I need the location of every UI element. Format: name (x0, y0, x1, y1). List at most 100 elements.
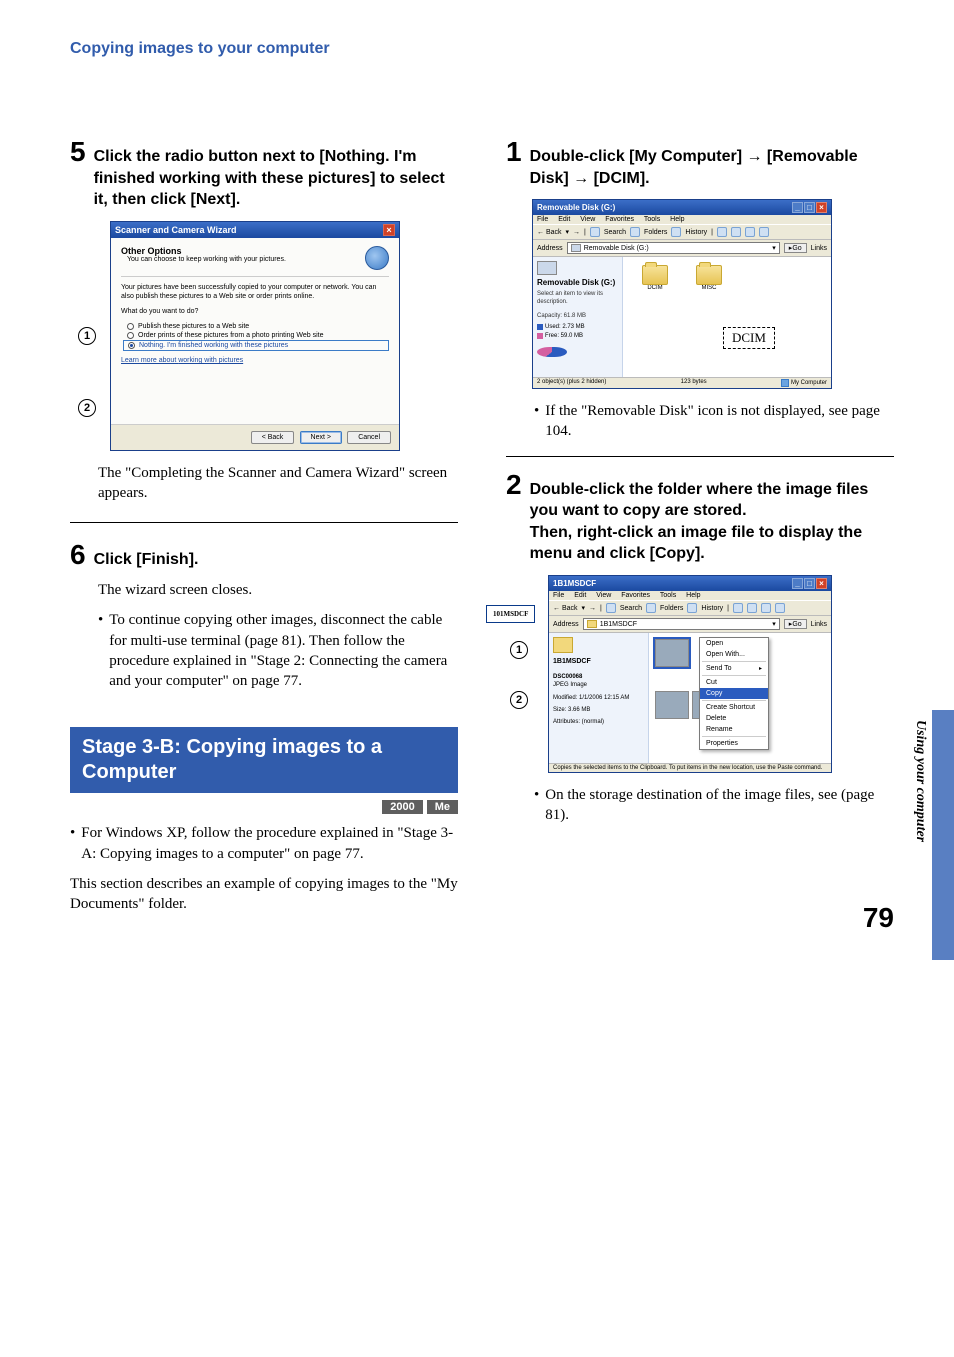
window-buttons: _□× (791, 202, 827, 213)
ctx-copy[interactable]: Copy (700, 688, 768, 699)
step-1-number: 1 (506, 138, 522, 166)
drive-icon (571, 244, 581, 252)
history-icon[interactable] (687, 603, 697, 613)
back-button[interactable]: ← Back (537, 229, 562, 236)
info-modified: Modified: 1/1/2006 12:15 AM (553, 694, 644, 702)
wizard-buttons: < Back Next > Cancel (111, 424, 399, 450)
radio-publish[interactable]: Publish these pictures to a Web site (121, 322, 389, 331)
os-tag-me: Me (427, 800, 458, 814)
ctx-create-shortcut[interactable]: Create Shortcut (700, 702, 768, 713)
tool-icon[interactable] (761, 603, 771, 613)
explorer-menubar: File Edit View Favorites Tools Help (533, 215, 831, 224)
learn-more-link[interactable]: Learn more about working with pictures (121, 357, 389, 364)
menu-edit[interactable]: Edit (558, 216, 570, 223)
step2-bullet: • On the storage destination of the imag… (534, 785, 894, 826)
ctx-cut[interactable]: Cut (700, 677, 768, 688)
minimize-icon[interactable]: _ (792, 578, 803, 589)
step-5: 5 Click the radio button next to [Nothin… (70, 138, 458, 211)
go-button[interactable]: ▸Go (784, 243, 807, 253)
menu-view[interactable]: View (580, 216, 595, 223)
step1-bullet-text: If the "Removable Disk" icon is not disp… (545, 401, 894, 442)
search-icon[interactable] (606, 603, 616, 613)
explorer-menubar: File Edit View Favorites Tools Help (549, 591, 831, 600)
menu-file[interactable]: File (537, 216, 548, 223)
folder-dcim[interactable]: DCIM (635, 265, 675, 291)
toolbar-folders[interactable]: Folders (660, 605, 683, 612)
menu-view[interactable]: View (596, 592, 611, 599)
tool-icon[interactable] (731, 227, 741, 237)
step6-p1: The wizard screen closes. (98, 580, 458, 600)
tool-icon[interactable] (745, 227, 755, 237)
menu-help[interactable]: Help (670, 216, 684, 223)
ctx-properties[interactable]: Properties (700, 738, 768, 749)
go-button[interactable]: ▸Go (784, 619, 807, 629)
close-icon[interactable]: × (383, 224, 395, 236)
radio-nothing[interactable]: Nothing. I'm finished working with these… (123, 340, 389, 351)
running-header: Copying images to your computer (70, 40, 894, 58)
toolbar-search[interactable]: Search (620, 605, 642, 612)
radio-order[interactable]: Order prints of these pictures from a ph… (121, 331, 389, 340)
address-field[interactable]: Removable Disk (G:)▾ (567, 242, 780, 254)
explorer-title: 1B1MSDCF (553, 579, 596, 588)
maximize-icon[interactable]: □ (804, 202, 815, 213)
folders-icon[interactable] (630, 227, 640, 237)
used-row: Used: 2.73 MB (537, 324, 618, 330)
folder-misc[interactable]: MISC (689, 265, 729, 291)
cancel-button[interactable]: Cancel (347, 431, 391, 444)
tool-icon[interactable] (775, 603, 785, 613)
tool-icon[interactable] (747, 603, 757, 613)
toolbar-history[interactable]: History (685, 229, 707, 236)
menu-file[interactable]: File (553, 592, 564, 599)
ctx-open-with[interactable]: Open With... (700, 649, 768, 660)
explorer-sidebar: Removable Disk (G:) Select an item to vi… (533, 257, 623, 377)
back-button[interactable]: < Back (251, 431, 295, 444)
sidebar-desc: Select an item to view its description. (537, 291, 618, 307)
tool-icon[interactable] (717, 227, 727, 237)
next-button[interactable]: Next > (300, 431, 342, 444)
tool-icon[interactable] (733, 603, 743, 613)
thumbnail-selected[interactable] (655, 639, 689, 667)
tool-icon[interactable] (759, 227, 769, 237)
explorer-screenshot-2: 101MSDCF 1B1MSDCF _□× File Edit View Fav… (532, 575, 832, 773)
ctx-send-to[interactable]: Send To (700, 663, 768, 674)
stage-heading: Stage 3-B: Copying images to a Computer (70, 727, 458, 793)
explorer-window-1: Removable Disk (G:) _□× File Edit View F… (532, 199, 832, 389)
divider (70, 522, 458, 523)
menu-favorites[interactable]: Favorites (621, 592, 650, 599)
radio-nothing-label: Nothing. I'm finished working with these… (139, 342, 288, 349)
dcim-callout: DCIM (723, 327, 775, 349)
close-icon[interactable]: × (816, 578, 827, 589)
menu-favorites[interactable]: Favorites (605, 216, 634, 223)
toolbar-history[interactable]: History (701, 605, 723, 612)
wizard-titlebar: Scanner and Camera Wizard × (111, 222, 399, 238)
info-file-name: DSC00068 (553, 674, 582, 680)
search-icon[interactable] (590, 227, 600, 237)
menu-tools[interactable]: Tools (644, 216, 660, 223)
thumbnail[interactable] (655, 691, 689, 719)
minimize-icon[interactable]: _ (792, 202, 803, 213)
address-field[interactable]: 1B1MSDCF▾ (583, 618, 780, 630)
toolbar-search[interactable]: Search (604, 229, 626, 236)
maximize-icon[interactable]: □ (804, 578, 815, 589)
radio-publish-label: Publish these pictures to a Web site (138, 323, 249, 330)
ctx-delete[interactable]: Delete (700, 713, 768, 724)
step6-bullet: • To continue copying other images, disc… (98, 610, 458, 691)
step-1-text: Double-click [My Computer] → [Removable … (530, 138, 894, 189)
status-bar: 2 object(s) (plus 2 hidden) 123 bytes My… (533, 377, 831, 388)
menu-edit[interactable]: Edit (574, 592, 586, 599)
history-icon[interactable] (671, 227, 681, 237)
info-attributes: Attributes: (normal) (553, 718, 644, 726)
folders-icon[interactable] (646, 603, 656, 613)
ctx-open[interactable]: Open (700, 638, 768, 649)
links-label[interactable]: Links (811, 245, 827, 252)
ctx-rename[interactable]: Rename (700, 724, 768, 735)
address-bar: Address 1B1MSDCF▾ ▸Go Links (549, 616, 831, 633)
close-icon[interactable]: × (816, 202, 827, 213)
links-label[interactable]: Links (811, 621, 827, 628)
back-button[interactable]: ← Back (553, 605, 578, 612)
menu-tools[interactable]: Tools (660, 592, 676, 599)
os-tag-2000: 2000 (382, 800, 422, 814)
capacity-label: Capacity: 61.8 MB (537, 313, 618, 321)
menu-help[interactable]: Help (686, 592, 700, 599)
toolbar-folders[interactable]: Folders (644, 229, 667, 236)
